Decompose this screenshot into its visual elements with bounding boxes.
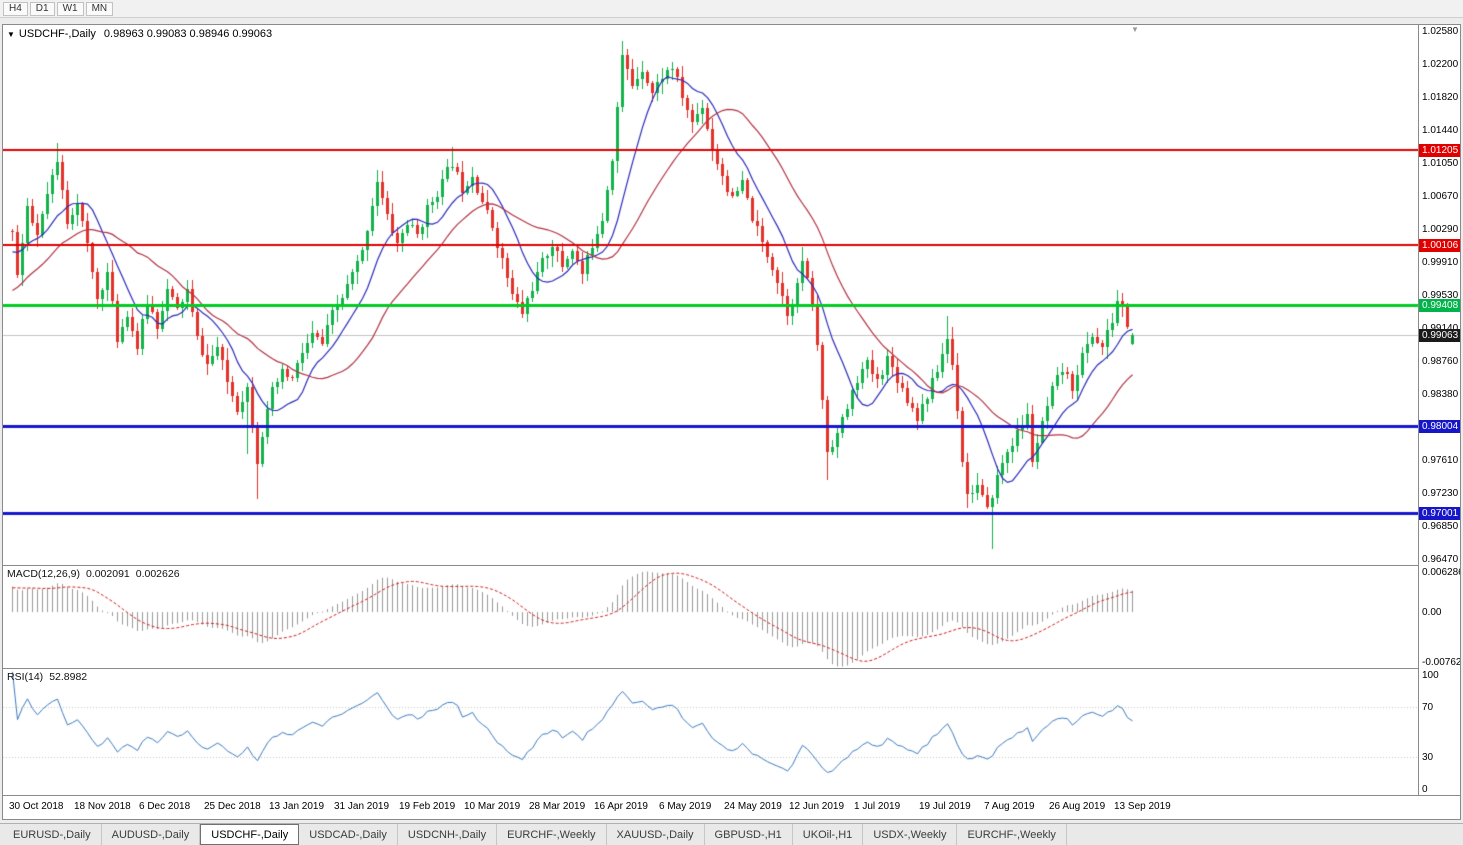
- rsi-scale-label: 100: [1422, 670, 1439, 681]
- price-scale-label: 1.02200: [1422, 58, 1459, 70]
- rsi-scale-label: 30: [1422, 752, 1434, 764]
- macd-signal-value: 0.002626: [135, 568, 180, 580]
- price-scale-label: 0.97610: [1422, 455, 1459, 467]
- time-axis-label: 7 Aug 2019: [984, 801, 1035, 812]
- rsi-scale-label: 70: [1422, 701, 1434, 713]
- time-axis-label: 24 May 2019: [724, 801, 782, 812]
- price-scale-label: 0.99910: [1422, 256, 1459, 268]
- time-axis-label: 31 Jan 2019: [334, 801, 390, 812]
- chart-tabs-bar: EURUSD-,Daily AUDUSD-,Daily USDCHF-,Daily U…: [0, 823, 1463, 845]
- time-axis[interactable]: 30 Oct 2018 18 Nov 2018 6 Dec 2018 25 Dec 2…: [3, 795, 1460, 819]
- rsi-canvas[interactable]: [3, 669, 1418, 795]
- macd-pane: MACD(12,26,9) 0.002091 0.002626: [3, 566, 1418, 668]
- rsi-scale-label: 0: [1422, 784, 1428, 795]
- price-pane: ▼ USDCHF-,Daily 0.98963 0.99083 0.98946 0.…: [3, 25, 1418, 565]
- price-scale-label: 0.98760: [1422, 356, 1459, 368]
- chart-tab-gbpusd-h1[interactable]: GBPUSD-,H1: [705, 824, 793, 845]
- chart-tab-audusd-daily[interactable]: AUDUSD-,Daily: [102, 824, 201, 845]
- price-scale-label: 0.97230: [1422, 488, 1459, 500]
- time-axis-label: 28 Mar 2019: [529, 801, 586, 812]
- time-axis-label: 19 Feb 2019: [399, 801, 456, 812]
- chart-tab-usdcad-daily[interactable]: USDCAD-,Daily: [299, 824, 398, 845]
- time-axis-label: 10 Mar 2019: [464, 801, 521, 812]
- macd-scale-label: 0.006286: [1422, 567, 1460, 578]
- chart-tab-xauusd-daily[interactable]: XAUUSD-,Daily: [607, 824, 705, 845]
- time-axis-label: 16 Apr 2019: [594, 801, 648, 812]
- timeframe-h4-button[interactable]: H4: [3, 1, 28, 16]
- macd-main-value: 0.002091: [85, 568, 130, 580]
- price-level-tag: 0.97001: [1419, 507, 1460, 521]
- rsi-label: RSI(14): [7, 671, 44, 683]
- time-axis-label: 6 May 2019: [659, 801, 712, 812]
- macd-label: MACD(12,26,9): [7, 568, 80, 580]
- macd-header: MACD(12,26,9) 0.002091 0.002626: [7, 568, 180, 580]
- time-axis-label: 18 Nov 2018: [74, 801, 131, 812]
- time-axis-label: 30 Oct 2018: [9, 801, 64, 812]
- chart-tab-usdcnh-daily[interactable]: USDCNH-,Daily: [398, 824, 498, 845]
- price-scale-label: 0.96850: [1422, 521, 1459, 533]
- price-scale-label: 0.99140: [1422, 323, 1458, 334]
- timeframe-mn-button[interactable]: MN: [85, 1, 114, 16]
- price-scale-label: 1.00290: [1422, 223, 1459, 235]
- rsi-pane: RSI(14) 52.8982: [3, 669, 1418, 795]
- price-scale-label: 1.01440: [1422, 124, 1459, 136]
- time-axis-label: 13 Sep 2019: [1114, 801, 1171, 812]
- chart-header: ▼ USDCHF-,Daily 0.98963 0.99083 0.98946 0.…: [7, 28, 272, 40]
- pane-divider: [3, 565, 1460, 566]
- price-level-tag: 1.00106: [1419, 238, 1460, 252]
- price-scale-label: 1.00670: [1422, 191, 1459, 203]
- price-level-tag: 0.98004: [1419, 420, 1460, 434]
- price-scale-label: 1.02580: [1422, 26, 1459, 38]
- time-axis-label: 1 Jul 2019: [854, 801, 901, 812]
- price-scale-label: 0.96470: [1422, 553, 1459, 565]
- price-scale-label: 0.99530: [1422, 289, 1459, 301]
- time-axis-label: 12 Jun 2019: [789, 801, 845, 812]
- chart-ohlc-values: 0.98963 0.99083 0.98946 0.99063: [103, 28, 273, 40]
- chart-symbol-label: USDCHF-,Daily: [18, 28, 96, 40]
- rsi-value: 52.8982: [49, 671, 88, 683]
- price-level-tag: 0.99063: [1419, 328, 1460, 342]
- macd-scale-label: -0.00762: [1422, 657, 1460, 668]
- macd-scale-label: 0.00: [1422, 607, 1442, 619]
- chart-tab-usdchf-daily[interactable]: USDCHF-,Daily: [200, 824, 300, 845]
- price-scale-label: 1.01050: [1422, 158, 1459, 170]
- timeframe-toolbar: H4 D1 W1 MN: [0, 0, 1463, 18]
- chart-workspace: ▼ USDCHF-,Daily 0.98963 0.99083 0.98946 0.…: [0, 18, 1463, 823]
- price-level-tag: 1.01205: [1419, 143, 1460, 157]
- chart-tab-ukoil-h1[interactable]: UKOil-,H1: [793, 824, 864, 845]
- price-scale-label: 1.01820: [1422, 91, 1459, 103]
- macd-canvas[interactable]: [3, 566, 1418, 668]
- chart-tab-eurchf-weekly[interactable]: EURCHF-,Weekly: [957, 824, 1067, 845]
- chart-tab-usdx-weekly[interactable]: USDX-,Weekly: [863, 824, 958, 845]
- price-scale-label: 0.98380: [1422, 388, 1459, 400]
- timeframe-d1-button[interactable]: D1: [29, 1, 55, 16]
- symbol-dropdown-icon[interactable]: ▼: [7, 30, 15, 39]
- timeframe-w1-button[interactable]: W1: [56, 1, 84, 16]
- chart-tab-eurchf-weekly[interactable]: EURCHF-,Weekly: [497, 824, 607, 845]
- rsi-header: RSI(14) 52.8982: [7, 671, 87, 683]
- price-level-tag: 0.99408: [1419, 299, 1460, 313]
- chart-shift-marker[interactable]: ▼: [1131, 25, 1139, 34]
- time-axis-label: 6 Dec 2018: [139, 801, 191, 812]
- chart-window: ▼ USDCHF-,Daily 0.98963 0.99083 0.98946 0.…: [2, 24, 1461, 820]
- time-axis-label: 26 Aug 2019: [1049, 801, 1106, 812]
- price-scale[interactable]: 1.02580 1.02200 1.01820 1.01440 1.01050 1.006…: [1418, 25, 1460, 795]
- time-axis-label: 25 Dec 2018: [204, 801, 261, 812]
- time-axis-label: 19 Jul 2019: [919, 801, 971, 812]
- chart-tab-eurusd-daily[interactable]: EURUSD-,Daily: [3, 824, 102, 845]
- pane-divider: [3, 668, 1460, 669]
- time-axis-label: 13 Jan 2019: [269, 801, 325, 812]
- price-chart-canvas[interactable]: [3, 25, 1418, 565]
